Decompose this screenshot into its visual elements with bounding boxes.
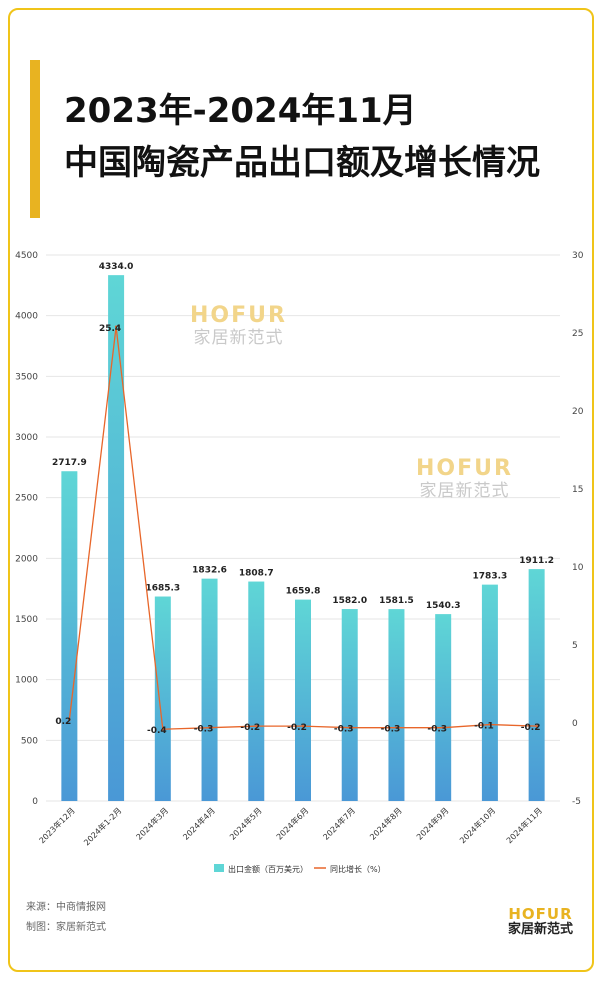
- brand-logo-en: HOFUR: [508, 905, 573, 923]
- bar-value-label: 1540.3: [426, 601, 461, 611]
- bar: [248, 581, 265, 801]
- bar-value-label: 1832.6: [192, 566, 227, 576]
- maker-note: 制图：家居新范式: [26, 922, 106, 933]
- right-tick-label: 15: [572, 485, 583, 495]
- bar-value-label: 1911.2: [519, 556, 554, 566]
- line-value-label: -0.3: [427, 725, 447, 735]
- line-value-label: -0.2: [521, 723, 541, 733]
- gridlines: [46, 254, 560, 802]
- bar: [435, 614, 452, 801]
- line-point: [348, 726, 351, 729]
- left-tick-label: 1000: [15, 676, 38, 686]
- left-tick-label: 2500: [15, 494, 38, 504]
- x-tick-label: 2024年6月: [274, 805, 310, 841]
- brand-logo-cn: 家居新范式: [508, 922, 574, 937]
- line-point: [68, 718, 71, 722]
- left-tick-label: 2000: [15, 554, 38, 564]
- left-axis-ticks: 0 500 1000 1500 2000 2500 3000 3500 4000 4500: [15, 251, 38, 807]
- bar: [295, 599, 311, 801]
- line-labels: 0.2 25.4 -0.4 -0.3 -0.2 -0.2 -0.3 -0.3 -0.3 -0.1 -…: [55, 324, 540, 736]
- left-tick-label: 3000: [15, 433, 38, 443]
- right-axis-ticks: -5 0 5 10 15 20 25 30: [572, 251, 584, 807]
- bar: [341, 609, 358, 801]
- line-value-label: 25.4: [99, 324, 121, 334]
- left-tick-label: 4000: [15, 312, 38, 322]
- line-value-label: 0.2: [55, 717, 71, 727]
- line-point: [255, 724, 258, 728]
- line-value-label: -0.3: [194, 725, 214, 735]
- right-tick-label: 30: [572, 251, 584, 261]
- x-tick-label: 2024年5月: [227, 805, 263, 841]
- left-tick-label: 500: [21, 736, 38, 746]
- watermark-1: HOFUR 家居新范式: [190, 303, 287, 349]
- bar: [388, 609, 405, 801]
- brand-logo: HOFUR 家居新范式: [508, 906, 573, 938]
- right-tick-label: 5: [572, 641, 578, 651]
- bar: [61, 471, 78, 801]
- line-point: [488, 723, 492, 726]
- title-line-1: 2023年-2024年11月: [64, 91, 417, 131]
- title-line-2: 中国陶瓷产品出口额及增长情况: [64, 143, 540, 183]
- x-axis-labels: 2023年12月 2024年1-2月 2024年3月 2024年4月 2024年5月 20…: [37, 805, 544, 847]
- bar-value-label: 1659.8: [286, 587, 321, 597]
- line-value-label: -0.2: [287, 723, 307, 733]
- card-frame: [8, 8, 594, 972]
- bar-series: [61, 275, 545, 801]
- x-tick-label: 2024年1-2月: [81, 805, 123, 847]
- line-point: [395, 726, 398, 729]
- source-note: 来源：中商情报网: [26, 902, 106, 913]
- left-tick-label: 0: [32, 797, 38, 807]
- chart-area: 0 500 1000 1500 2000 2500 3000 3500 4000 4500 -5 0…: [15, 251, 584, 874]
- legend: 出口金额（百万美元） 同比增长（%）: [214, 864, 386, 874]
- left-tick-label: 3500: [15, 372, 38, 382]
- bar-value-label: 1808.7: [239, 569, 274, 579]
- line-point: [301, 724, 305, 728]
- bar: [528, 569, 545, 801]
- x-tick-label: 2024年3月: [134, 805, 170, 841]
- legend-bar-label: 出口金额（百万美元）: [228, 864, 308, 874]
- x-tick-label: 2024年9月: [414, 805, 450, 841]
- right-tick-label: 25: [572, 329, 583, 339]
- bar-value-label: 2717.9: [52, 458, 87, 468]
- bar: [481, 584, 498, 801]
- line-point: [535, 724, 538, 728]
- line-point: [208, 726, 211, 729]
- right-tick-label: 0: [572, 719, 578, 729]
- x-tick-label: 2024年11月: [504, 805, 544, 845]
- line-series: [68, 325, 538, 731]
- line-value-label: -0.3: [334, 725, 354, 735]
- bar-value-label: 1783.3: [473, 572, 508, 582]
- line-point: [441, 726, 445, 729]
- watermark-2: HOFUR 家居新范式: [416, 456, 513, 502]
- right-tick-label: -5: [572, 797, 581, 807]
- bar-value-label: 4334.0: [99, 262, 134, 272]
- bar: [154, 596, 171, 801]
- bar: [201, 578, 218, 801]
- line-value-label: -0.3: [381, 725, 401, 735]
- line-point: [161, 728, 165, 731]
- left-tick-label: 1500: [15, 615, 38, 625]
- bar-labels: 2717.9 4334.0 1685.3 1832.6 1808.7 1659.8 1582…: [52, 262, 554, 611]
- chart-title: 2023年-2024年11月 中国陶瓷产品出口额及增长情况: [64, 85, 584, 189]
- x-tick-label: 2024年10月: [457, 805, 497, 845]
- right-tick-label: 10: [572, 563, 584, 573]
- line-value-label: -0.1: [474, 722, 494, 732]
- left-tick-label: 4500: [15, 251, 38, 261]
- legend-line-label: 同比增长（%）: [330, 864, 386, 874]
- x-tick-label: 2024年4月: [181, 805, 217, 841]
- legend-bar-swatch: [214, 864, 224, 872]
- bar: [108, 275, 125, 801]
- right-tick-label: 20: [572, 407, 584, 417]
- x-tick-label: 2024年8月: [367, 805, 403, 841]
- bar-value-label: 1581.5: [379, 596, 414, 606]
- line-value-label: -0.4: [147, 726, 167, 736]
- x-tick-label: 2024年7月: [321, 805, 357, 841]
- bar-value-label: 1685.3: [145, 584, 180, 594]
- line-point: [114, 325, 118, 328]
- x-tick-label: 2023年12月: [37, 805, 77, 845]
- title-accent-bar: [30, 60, 40, 218]
- bar-value-label: 1582.0: [332, 596, 367, 606]
- line-value-label: -0.2: [240, 723, 260, 733]
